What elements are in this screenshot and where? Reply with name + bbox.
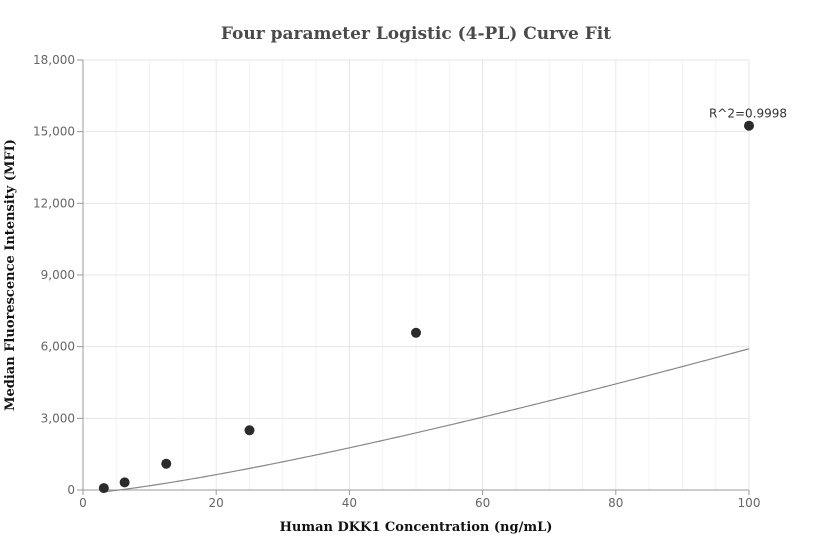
y-tick-label: 18,000 [33,53,75,67]
fit-curve [103,348,750,493]
x-tick-label: 40 [342,496,357,510]
data-point [161,458,172,469]
y-tick-label: 6,000 [41,340,75,354]
y-tick-label: 3,000 [41,411,75,425]
y-tick-label: 9,000 [41,268,75,282]
chart-title: Four parameter Logistic (4-PL) Curve Fit [221,24,611,44]
x-tick-label: 60 [475,496,490,510]
x-tick-label: 20 [209,496,224,510]
y-tick-label: 0 [67,483,75,497]
tick-labels: 0 20 40 60 80 100 0 3,000 6,000 9,000 12,000 15,000… [33,53,760,510]
y-axis-title: Median Fluorescence Intensity (MFI) [3,139,18,411]
data-point [411,327,421,338]
x-axis-title: Human DKK1 Concentration (ng/mL) [280,520,553,535]
data-point [244,425,255,436]
data-point [119,477,130,488]
grid [83,59,750,490]
r-squared-annotation: R^2=0.9998 [709,107,787,121]
data-point [744,120,754,131]
x-tick-label: 0 [79,496,87,510]
data-point [98,483,109,494]
y-tick-label: 15,000 [33,125,75,139]
x-tick-label: 100 [738,496,761,510]
y-tick-label: 12,000 [33,196,75,210]
data-points [98,120,754,494]
x-tick-label: 80 [608,496,623,510]
